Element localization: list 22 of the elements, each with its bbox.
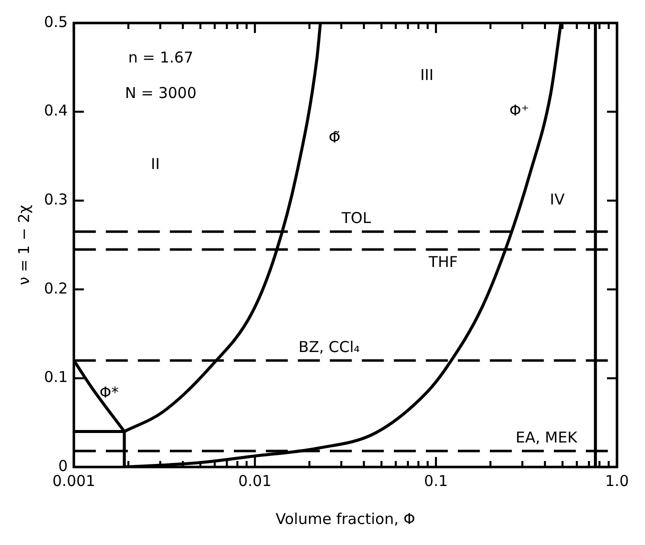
- series-label: Φ̃: [328, 128, 340, 146]
- y-axis-title: ν = 1 − 2χ: [14, 204, 33, 286]
- x-tick-label: 0.01: [238, 472, 272, 490]
- y-tick-label: 0.3: [44, 190, 68, 208]
- ref-line-label: TOL: [340, 209, 372, 228]
- y-tick-label: 0.2: [44, 279, 68, 298]
- series-label: Φ*: [100, 384, 120, 402]
- annotation: II: [150, 154, 160, 173]
- y-tick-label: 0.4: [44, 102, 68, 120]
- x-axis-title: Volume fraction, Φ: [276, 510, 416, 528]
- ref-line-label: THF: [428, 252, 458, 271]
- x-tick-label: 1.0: [605, 472, 629, 490]
- annotation: N = 3000: [125, 84, 197, 102]
- series-label: Φ⁺: [509, 102, 530, 120]
- annotation: n = 1.67: [128, 48, 194, 66]
- y-tick-label: 0.1: [44, 368, 68, 386]
- ref-line-label: EA, MEK: [516, 428, 578, 446]
- y-tick-label: 0.5: [44, 12, 68, 31]
- ref-line-label: BZ, CCl₄: [298, 338, 360, 356]
- annotation: III: [420, 66, 434, 84]
- annotation: IV: [550, 190, 566, 208]
- x-tick-label: 0.1: [424, 472, 448, 490]
